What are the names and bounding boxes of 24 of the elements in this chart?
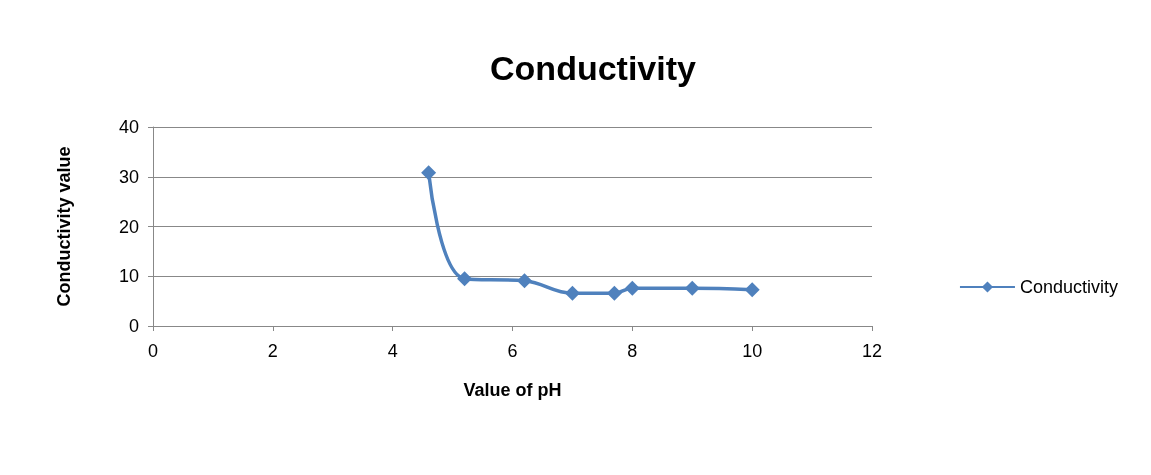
point bbox=[516, 273, 532, 289]
legend-label: Conductivity bbox=[1019, 277, 1118, 297]
point bbox=[684, 280, 700, 296]
x-tick-label: 6 bbox=[507, 341, 518, 361]
point bbox=[606, 285, 622, 301]
point bbox=[744, 282, 760, 298]
point bbox=[421, 165, 437, 181]
y-tick-label: 10 bbox=[118, 266, 139, 287]
x-tick-label: 2 bbox=[267, 341, 278, 361]
x-tick-label: 10 bbox=[742, 341, 763, 361]
y-tick-label: 20 bbox=[118, 216, 139, 237]
y-tick-label: 40 bbox=[118, 117, 139, 137]
x-axis-title: Value of pH bbox=[463, 380, 562, 400]
chart-title: Conductivity bbox=[490, 49, 697, 87]
y-axis-title: Conductivity value bbox=[54, 146, 74, 307]
point bbox=[624, 280, 640, 296]
point bbox=[564, 285, 580, 301]
x-tick-label: 4 bbox=[387, 341, 398, 361]
x-tick-label: 12 bbox=[861, 341, 883, 361]
point bbox=[457, 271, 473, 287]
y-tick-label: 30 bbox=[118, 166, 139, 187]
x-tick-label: 8 bbox=[627, 341, 638, 361]
y-tick-label: 0 bbox=[128, 316, 139, 336]
x-tick-label: 0 bbox=[147, 341, 159, 361]
